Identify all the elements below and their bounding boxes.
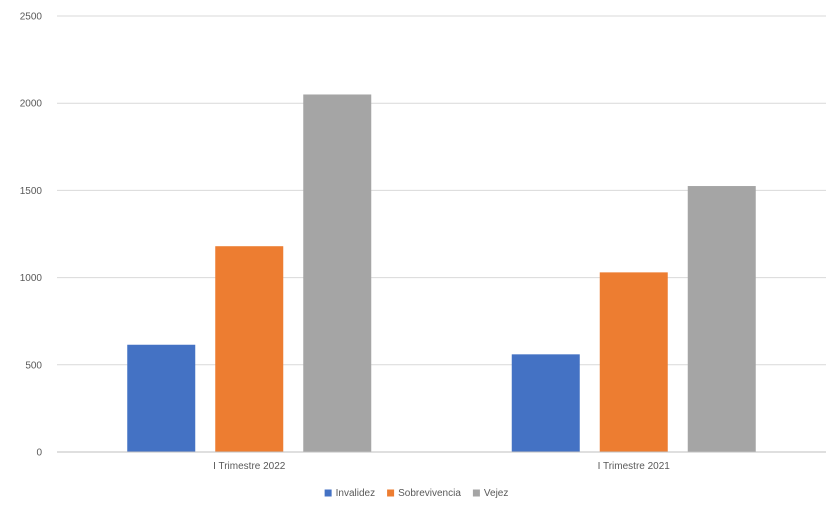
- legend-item-invalidez: Invalidez: [324, 488, 375, 499]
- legend-item-vejez: Vejez: [472, 488, 508, 499]
- y-tick-label: 0: [36, 448, 42, 459]
- legend-swatch: [387, 489, 395, 497]
- y-tick-label: 1500: [20, 186, 43, 197]
- x-category-label: I Trimestre 2022: [213, 461, 286, 472]
- bar-vejez-1: [303, 94, 372, 452]
- bar-vejez-2: [687, 186, 756, 453]
- legend-label: Invalidez: [336, 488, 375, 499]
- y-axis-tick-labels: 0 500 1000 1500 2000 2500: [20, 12, 43, 459]
- legend-swatch: [324, 489, 332, 497]
- bar-sobrevivencia-2: [599, 272, 668, 452]
- y-tick-label: 2500: [20, 12, 43, 23]
- legend-label: Sobrevivencia: [398, 488, 461, 499]
- bar-invalidez-1: [127, 344, 196, 452]
- legend-label: Vejez: [484, 488, 508, 499]
- y-tick-label: 500: [25, 360, 42, 371]
- y-tick-label: 2000: [20, 99, 43, 110]
- bar-sobrevivencia-1: [215, 246, 284, 452]
- bars: [127, 94, 756, 453]
- x-axis-category-labels: I Trimestre 2022 I Trimestre 2021: [213, 461, 670, 472]
- legend: Invalidez Sobrevivencia Vejez: [324, 488, 508, 499]
- y-tick-label: 1000: [20, 273, 43, 284]
- bar-invalidez-2: [511, 354, 580, 452]
- legend-swatch: [472, 489, 480, 497]
- x-category-label: I Trimestre 2021: [598, 461, 671, 472]
- legend-item-sobrevivencia: Sobrevivencia: [387, 488, 461, 499]
